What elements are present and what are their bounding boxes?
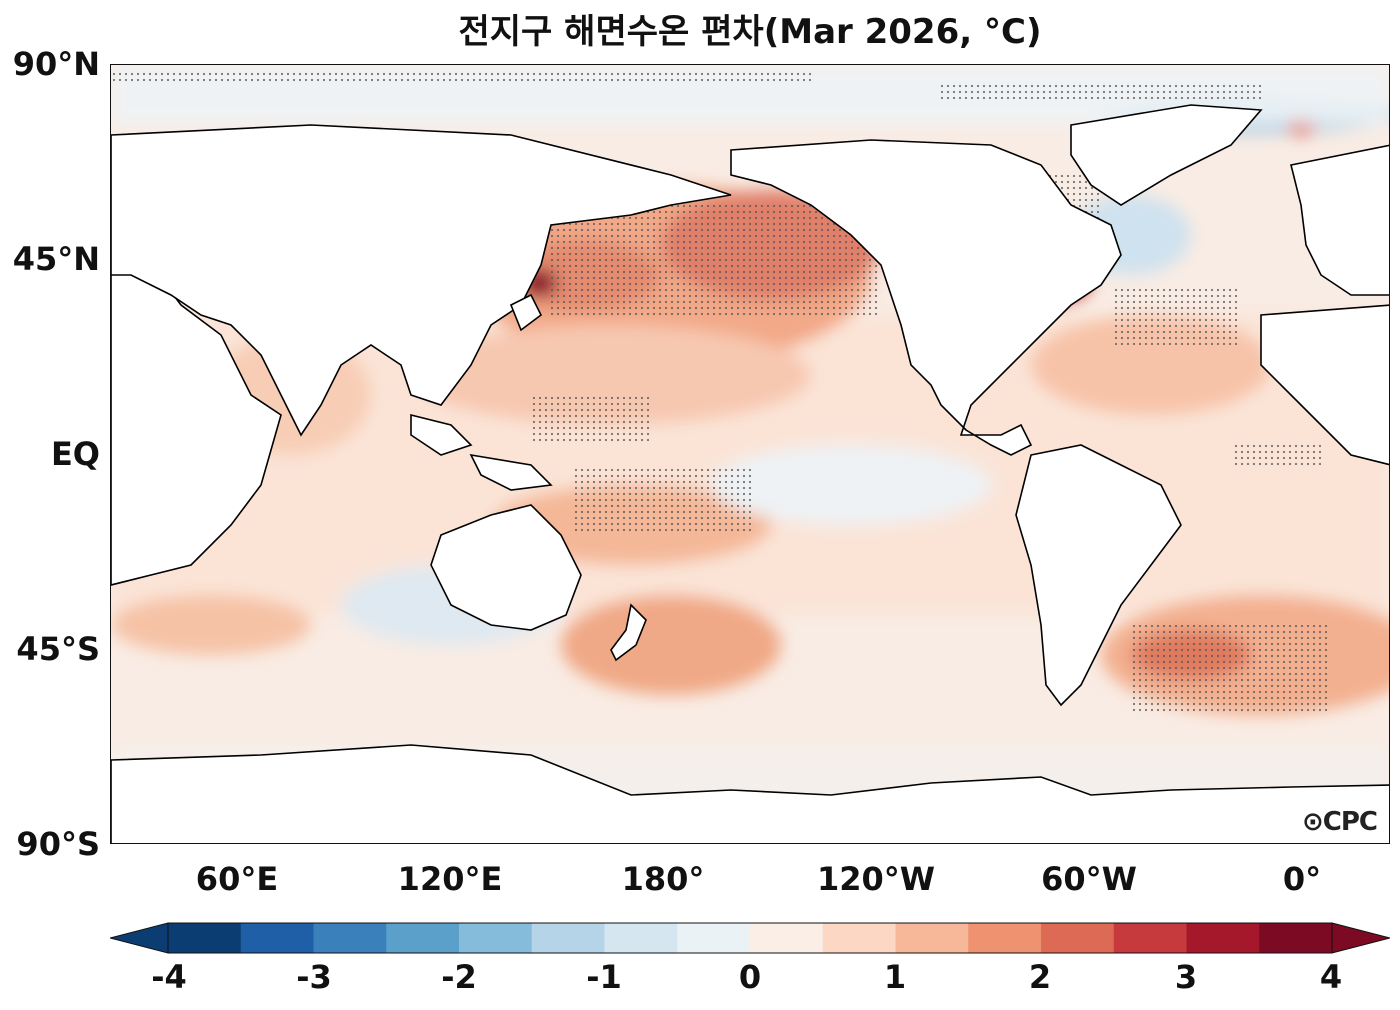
colorbar-segment: [822, 923, 896, 953]
colorbar-segment: [895, 923, 969, 953]
colorbar-segment: [968, 923, 1042, 953]
colorbar-segment: [168, 923, 242, 953]
colorbar-segment: [750, 923, 824, 953]
lat-label-eq: EQ: [50, 435, 100, 473]
map-title: 전지구 해면수온 편차(Mar 2026, °C): [458, 12, 1042, 52]
cpc-logo-text: CPC: [1322, 807, 1378, 837]
colorbar-segment: [604, 923, 678, 953]
colorbar-label-4: 4: [1319, 958, 1343, 996]
colorbar-segment: [240, 923, 314, 953]
lon-label-60w: 60°W: [1041, 860, 1137, 898]
colorbar-label-neg2: -2: [441, 958, 477, 996]
west-africa: [1260, 304, 1389, 466]
land-masses: [111, 104, 1389, 843]
greenland: [1070, 104, 1263, 206]
colorbar-label-neg4: -4: [151, 958, 187, 996]
colorbar-segment: [1259, 923, 1333, 953]
colorbar-border: [167, 922, 1333, 954]
new-guinea-island: [469, 453, 553, 491]
new-zealand: [610, 603, 647, 662]
eurasia: [111, 124, 732, 437]
significance-stippling: [111, 70, 1331, 715]
lon-label-60e: 60°E: [195, 860, 279, 898]
colorbar-label-neg1: -1: [586, 958, 622, 996]
colorbar-label-neg3: -3: [296, 958, 332, 996]
lat-label-45n: 45°N: [12, 240, 100, 278]
lon-label-0: 0°: [1282, 860, 1322, 898]
colorbar-segment: [313, 923, 387, 953]
lon-label-120w: 120°W: [816, 860, 936, 898]
colorbar: [110, 922, 1390, 954]
colorbar-segment: [1186, 923, 1260, 953]
colorbar-label-2: 2: [1028, 958, 1052, 996]
north-america: [730, 139, 1122, 456]
lat-label-90s: 90°S: [16, 825, 100, 863]
lon-label-120e: 120°E: [397, 860, 503, 898]
cpc-logo: ⊙CPC: [1301, 807, 1378, 837]
colorbar-label-1: 1: [883, 958, 907, 996]
south-america: [1015, 444, 1182, 707]
australia: [430, 504, 582, 631]
colorbar-label-0: 0: [738, 958, 762, 996]
antarctica: [111, 744, 1389, 843]
borneo-island: [410, 413, 473, 456]
europe: [1290, 144, 1389, 296]
colorbar-segment: [459, 923, 533, 953]
map-canvas: [111, 65, 1389, 843]
lat-label-45s: 45°S: [16, 630, 100, 668]
colorbar-segment: [531, 923, 605, 953]
colorbar-segment: [1113, 923, 1187, 953]
colorbar-label-3: 3: [1174, 958, 1198, 996]
lon-label-180: 180°: [621, 860, 705, 898]
lat-label-90n: 90°N: [12, 45, 100, 83]
sst-anomaly-map: ⊙CPC: [110, 64, 1390, 844]
colorbar-segment: [386, 923, 460, 953]
colorbar-segment: [677, 923, 751, 953]
colorbar-extend-high: [1331, 922, 1390, 954]
japan-island: [509, 293, 543, 332]
colorbar-segment: [1041, 923, 1115, 953]
colorbar-extend-low: [110, 922, 169, 954]
